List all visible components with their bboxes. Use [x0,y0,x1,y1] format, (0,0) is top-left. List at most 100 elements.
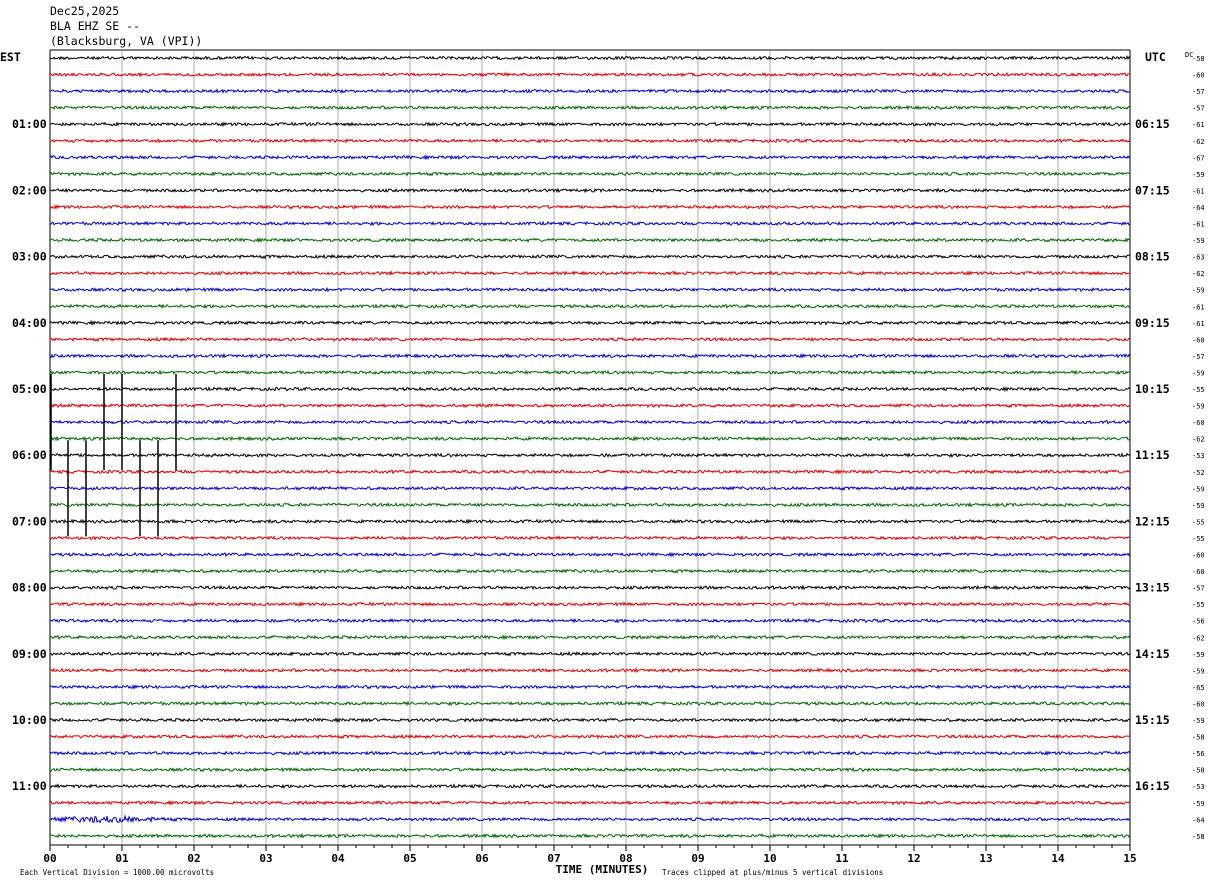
dc-offset-label: -60 [1192,700,1205,708]
utc-hour-label: 11:15 [1135,448,1170,462]
trace-row [49,336,1131,343]
scale-note: Each Vertical Division = 1000.00 microvo… [20,868,214,877]
clipped-spikes [50,374,177,537]
est-hour-label: 08:00 [12,581,47,595]
right-timezone-label: UTC [1145,50,1166,64]
utc-hour-label: 14:15 [1135,647,1170,661]
dc-offset-label: -65 [1192,684,1205,692]
x-tick-label: 15 [1123,852,1136,865]
trace-row [49,534,1131,541]
x-tick-label: 00 [43,852,56,865]
est-hour-label: 07:00 [12,514,47,528]
trace-row [49,518,1131,525]
utc-hour-label: 07:15 [1135,183,1170,197]
dc-offset-label: -58 [1192,833,1205,841]
trace-row [49,419,1131,425]
est-hour-label: 02:00 [12,183,47,197]
dc-offset-label: -59 [1192,502,1205,510]
trace-row [49,783,1131,789]
trace-row [49,170,1131,177]
x-tick-label: 02 [187,852,200,865]
trace-row [49,303,1131,310]
trace-row [49,88,1131,95]
trace-row [49,71,1131,78]
x-tick-label: 14 [1051,852,1065,865]
trace-row [49,286,1131,293]
dc-offset-label: -60 [1192,336,1205,344]
trace-row [49,369,1131,376]
dc-offset-label: -61 [1192,320,1205,328]
dc-offset-label: -58 [1192,55,1205,63]
trace-row [49,814,1131,824]
dc-offset-label: -61 [1192,221,1205,229]
trace-row [49,601,1131,608]
dc-offset-label: -59 [1192,800,1205,808]
trace-row [49,700,1131,707]
trace-row [49,634,1131,641]
trace-row [49,650,1131,657]
x-tick-label: 07 [547,852,560,865]
utc-hour-label: 13:15 [1135,581,1170,595]
x-tick-label: 12 [907,852,920,865]
x-tick-label: 05 [403,852,416,865]
utc-hour-label: 06:15 [1135,117,1170,131]
trace-row [49,568,1131,574]
utc-hour-label: 08:15 [1135,250,1170,264]
dc-offset-label: -64 [1192,816,1205,824]
dc-offset-label: -62 [1192,436,1205,444]
dc-offset-label: -59 [1192,287,1205,295]
trace-row [49,733,1131,740]
est-hour-label: 01:00 [12,117,47,131]
left-timezone-label: EST [0,50,21,64]
dc-offset-label: -61 [1192,121,1205,129]
dc-offset-label: -59 [1192,667,1205,675]
x-tick-label: 06 [475,852,489,865]
utc-hour-label: 10:15 [1135,382,1170,396]
dc-offset-label: -56 [1192,618,1205,626]
clip-note: Traces clipped at plus/minus 5 vertical … [662,868,883,877]
trace-row [49,237,1131,244]
dc-offset-label: -62 [1192,634,1205,642]
dc-offset-label: -57 [1192,88,1205,96]
est-hour-label: 11:00 [12,779,47,793]
trace-row [49,154,1131,161]
dc-offset-label: -57 [1192,353,1205,361]
trace-row [49,121,1131,128]
dc-offset-label: -59 [1192,369,1205,377]
est-hour-label: 09:00 [12,647,47,661]
dc-offset-label: -53 [1192,452,1205,460]
axis-labels: EST UTC DC TIME (MINUTES) Each Vertical … [0,50,1193,877]
trace-row [49,55,1131,61]
dc-offset-label: -57 [1192,585,1205,593]
trace-row [49,551,1131,558]
trace-row [49,187,1131,194]
dc-offset-label: -53 [1192,783,1205,791]
trace-row [49,501,1131,508]
header-location: (Blacksburg, VA (VPI)) [50,34,203,48]
trace-row [49,766,1131,773]
est-hour-label: 10:00 [12,713,47,727]
trace-row [49,584,1131,591]
dc-offset-label: -55 [1192,386,1205,394]
header-station: BLA EHZ SE -- [50,19,141,33]
utc-hour-label: 12:15 [1135,514,1170,528]
trace-row [49,667,1131,674]
x-axis-title: TIME (MINUTES) [556,863,649,876]
dc-offset-label: -59 [1192,403,1205,411]
dc-offset-label: -59 [1192,237,1205,245]
x-tick-label: 10 [763,852,776,865]
dc-offset-label: -67 [1192,154,1205,162]
trace-row [49,435,1131,442]
trace-row [49,270,1131,277]
trace-row [49,386,1131,393]
x-tick-label: 09 [691,852,704,865]
dc-offset-label: -55 [1192,535,1205,543]
trace-row [49,319,1131,326]
dc-offset-label: -59 [1192,171,1205,179]
dc-offset-label: -59 [1192,717,1205,725]
trace-row [49,402,1131,409]
est-hour-label: 05:00 [12,382,47,396]
trace-row [49,137,1131,144]
x-tick-label: 13 [979,852,992,865]
dc-offset-label: -61 [1192,187,1205,195]
